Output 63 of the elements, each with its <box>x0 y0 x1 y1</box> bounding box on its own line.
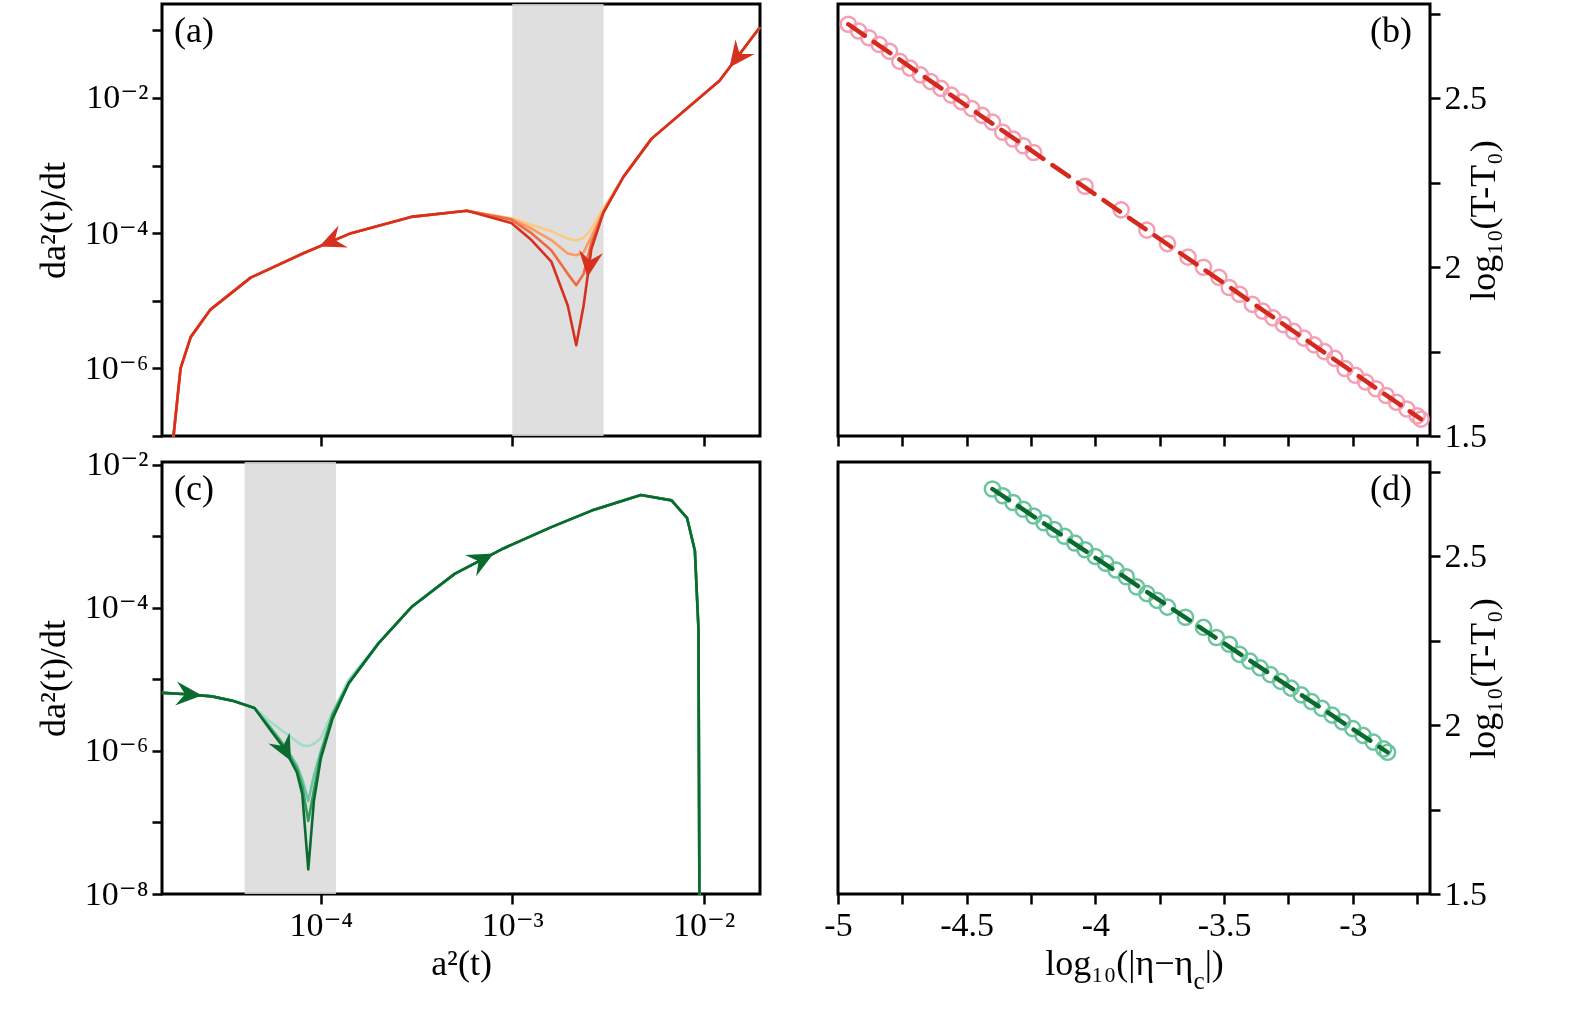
point <box>1138 584 1156 603</box>
y-tick-label: 10⁻⁴ <box>84 588 149 626</box>
x-tick-label: -4.5 <box>940 905 995 943</box>
y-tick-label: 10⁻⁶ <box>84 731 149 769</box>
y-axis-title: da²(t)/dt <box>32 620 73 737</box>
x-tick-label: -4 <box>1081 905 1111 943</box>
point <box>1408 406 1426 425</box>
point <box>1086 547 1105 566</box>
point <box>1374 740 1393 758</box>
point <box>983 113 1002 131</box>
point <box>1240 652 1259 670</box>
point <box>1378 743 1397 762</box>
point <box>1387 393 1406 412</box>
x-tick-label: -3 <box>1339 905 1368 943</box>
point <box>839 15 858 34</box>
y-tick-label: 2 <box>1444 705 1462 743</box>
point <box>1325 349 1344 368</box>
annotation: (b) <box>1370 10 1412 50</box>
point <box>1207 628 1226 647</box>
point <box>1220 635 1239 654</box>
point <box>880 42 899 61</box>
y-tick-label: 2.5 <box>1444 79 1487 116</box>
point <box>1024 507 1043 525</box>
y-tick-label: 10⁻⁶ <box>84 348 149 386</box>
y-tick-label: 2.5 <box>1444 537 1487 574</box>
point <box>1292 686 1311 704</box>
point <box>1315 342 1334 361</box>
point <box>1282 679 1300 697</box>
y-tick-label: 10⁻² <box>86 78 149 116</box>
x-tick-label: -3.5 <box>1197 905 1252 943</box>
point <box>1377 386 1396 405</box>
point <box>983 480 1002 498</box>
point <box>1158 234 1177 253</box>
point <box>993 123 1012 142</box>
point <box>1194 618 1213 637</box>
y-axis-title: log₁₀(T-T₀) <box>1463 598 1503 759</box>
point <box>1264 309 1282 327</box>
point <box>890 52 909 71</box>
y-tick-label: 10⁻⁴ <box>84 213 149 251</box>
y-tick-label: 2 <box>1444 247 1462 285</box>
point <box>1336 359 1354 378</box>
x-axis-title: log₁₀(|η−η$_{c}$|) <box>1045 942 1224 993</box>
y-tick-label: 10⁻² <box>86 445 149 483</box>
annotation: (c) <box>174 468 214 508</box>
x-axis-title: a²(t) <box>431 942 492 983</box>
point <box>1076 540 1094 559</box>
x-tick-label: -5 <box>824 905 853 943</box>
y-tick-label: 10⁻⁸ <box>84 874 149 912</box>
annotation: (a) <box>174 10 214 50</box>
y-axis-title: log₁₀(T-T₀) <box>1463 140 1503 301</box>
point <box>1343 719 1362 738</box>
point <box>1035 513 1053 532</box>
y-tick-label: 1.5 <box>1444 874 1487 912</box>
annotation: (d) <box>1370 468 1412 508</box>
x-tick-label: 10⁻² <box>673 905 736 943</box>
x-tick-label: 10⁻³ <box>481 905 544 943</box>
y-tick-label: 1.5 <box>1444 416 1487 454</box>
point <box>1127 578 1146 596</box>
x-tick-label: 10⁻⁴ <box>289 905 354 943</box>
point <box>1333 713 1352 731</box>
y-axis-title: da²(t)/dt <box>32 162 73 279</box>
point <box>942 86 961 104</box>
point <box>1412 410 1430 428</box>
